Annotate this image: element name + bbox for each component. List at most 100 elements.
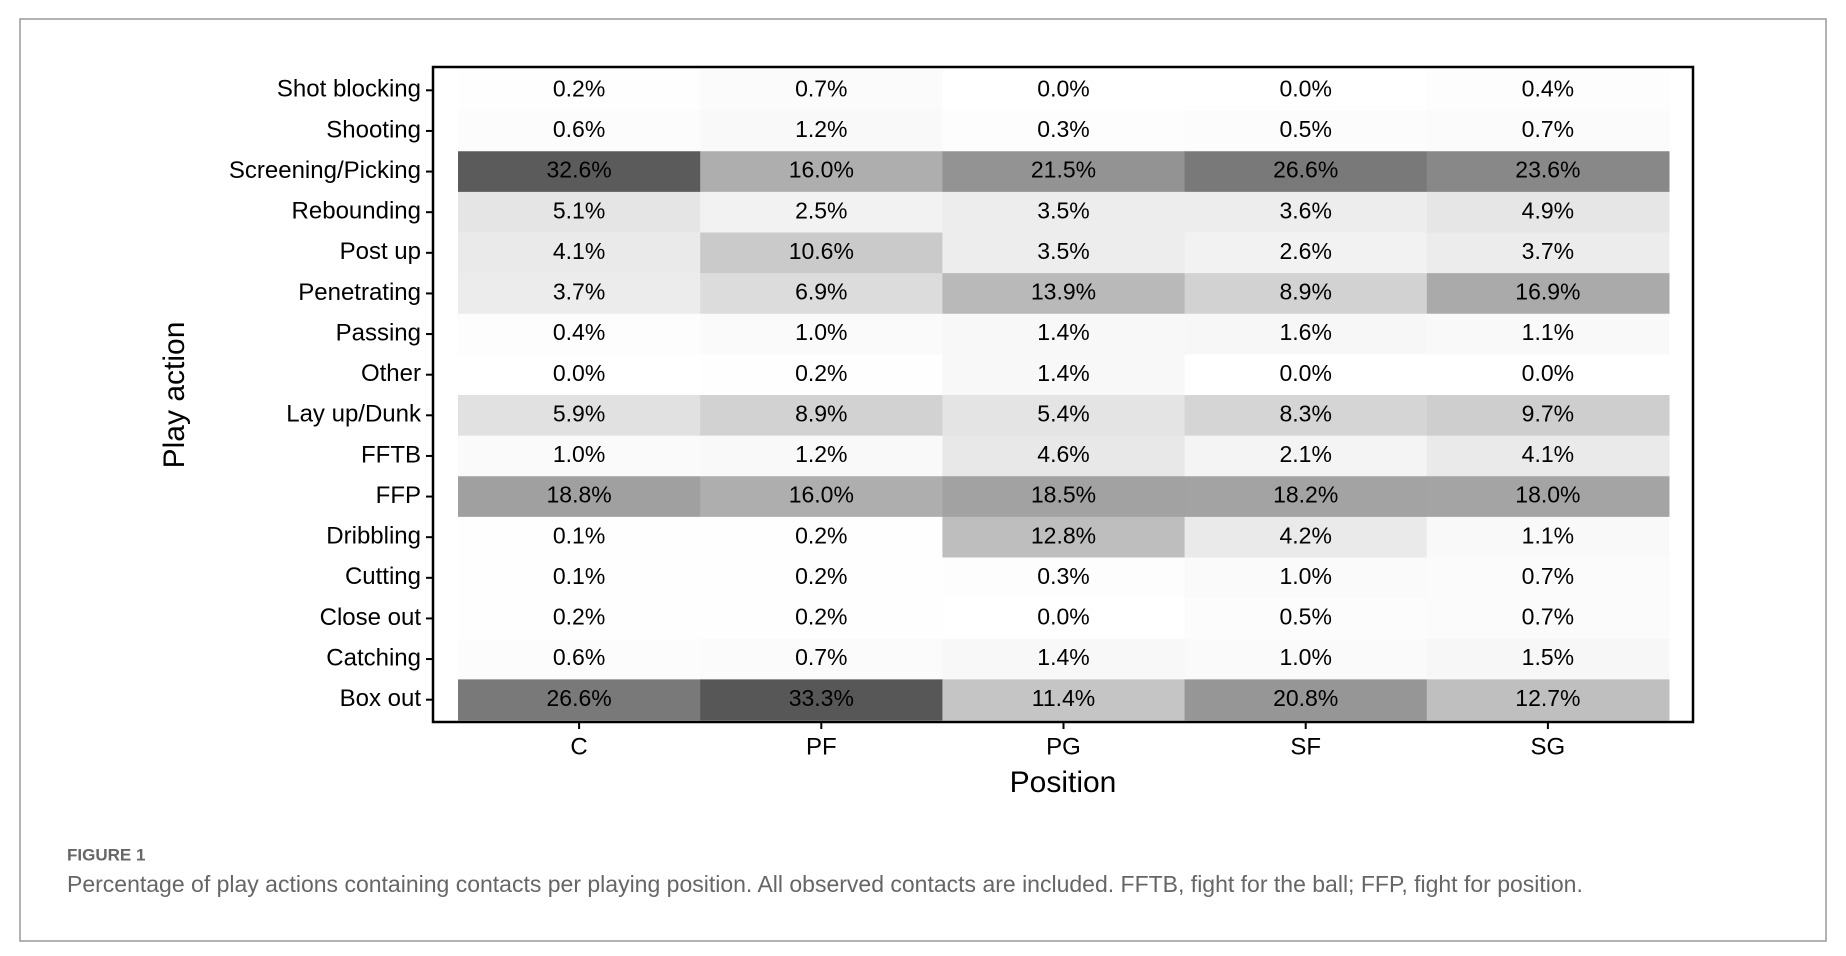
cell-label: 1.6% xyxy=(1279,319,1331,345)
heat-cell xyxy=(1426,273,1670,315)
heat-cell xyxy=(700,354,943,396)
heat-cell xyxy=(1184,598,1428,640)
x-tick-label: PG xyxy=(1046,733,1081,760)
cell-label: 0.2% xyxy=(795,360,847,386)
figure-label: FIGURE 1 xyxy=(67,845,145,864)
cell-label: 5.1% xyxy=(553,197,605,223)
heat-cell xyxy=(1426,557,1670,599)
cell-label: 4.9% xyxy=(1522,197,1574,223)
heat-cell xyxy=(1184,679,1428,721)
heat-cell xyxy=(1426,313,1670,355)
cell-label: 3.5% xyxy=(1037,197,1089,223)
heat-cell xyxy=(1426,516,1670,558)
heat-cell xyxy=(700,151,943,193)
cell-label: 1.0% xyxy=(1279,563,1331,589)
cell-label: 32.6% xyxy=(546,157,611,183)
heat-cell xyxy=(1426,110,1670,152)
heat-cell xyxy=(942,191,1186,233)
cell-label: 5.4% xyxy=(1037,400,1089,426)
cell-label: 0.7% xyxy=(1522,563,1574,589)
cell-label: 20.8% xyxy=(1273,685,1338,711)
y-tick-label: Post up xyxy=(340,238,421,265)
cell-label: 1.4% xyxy=(1037,360,1089,386)
cell-label: 18.8% xyxy=(546,482,611,508)
heat-cell xyxy=(942,557,1186,599)
heat-cell xyxy=(1184,151,1428,193)
cell-label: 2.5% xyxy=(795,197,847,223)
cell-label: 0.2% xyxy=(553,604,605,630)
y-tick-label: Other xyxy=(361,360,421,387)
cell-label: 4.2% xyxy=(1279,522,1331,548)
heat-cell xyxy=(942,476,1186,518)
cell-label: 0.0% xyxy=(1037,75,1089,101)
figure-frame xyxy=(19,18,1827,942)
heat-cell xyxy=(700,638,943,680)
heat-cell xyxy=(942,232,1186,274)
cell-label: 3.7% xyxy=(553,279,605,305)
y-tick-label: Box out xyxy=(340,685,422,712)
heat-cell xyxy=(942,598,1186,640)
heat-cell xyxy=(458,151,701,193)
cell-label: 0.2% xyxy=(553,75,605,101)
heat-cell xyxy=(700,476,943,518)
heat-cell xyxy=(700,516,943,558)
heat-cell xyxy=(1184,110,1428,152)
cell-label: 18.2% xyxy=(1273,482,1338,508)
heat-cell xyxy=(458,598,701,640)
plot: 0.2% 0.7% 0.0% 0.0% 0.4% 0.6% 1.2% 0.3% 0.5% 0.7%… xyxy=(229,65,1695,760)
cell-label: 1.1% xyxy=(1522,522,1574,548)
heat-cell xyxy=(700,313,943,355)
heat-cell xyxy=(700,679,943,721)
cell-label: 0.5% xyxy=(1279,116,1331,142)
heat-cell xyxy=(1426,598,1670,640)
heat-cell xyxy=(942,110,1186,152)
y-tick-label: Close out xyxy=(320,604,422,631)
heat-cell xyxy=(1426,476,1670,518)
cell-label: 0.0% xyxy=(1279,360,1331,386)
heat-cell xyxy=(1184,395,1428,437)
cell-label: 1.0% xyxy=(1279,644,1331,670)
cell-label: 6.9% xyxy=(795,279,847,305)
cell-label: 2.1% xyxy=(1279,441,1331,467)
heat-cell xyxy=(458,110,701,152)
heat-cell xyxy=(942,435,1186,477)
heat-cell xyxy=(1426,638,1670,680)
y-tick-label: Cutting xyxy=(345,563,421,590)
heat-cell xyxy=(458,273,701,315)
cell-label: 5.9% xyxy=(553,400,605,426)
heat-cell xyxy=(700,273,943,315)
heat-cell xyxy=(1426,151,1670,193)
heat-cell xyxy=(942,151,1186,193)
heat-cell xyxy=(1426,70,1670,112)
heat-cell xyxy=(458,395,701,437)
x-tick-label: PF xyxy=(806,733,837,760)
cell-label: 21.5% xyxy=(1031,157,1096,183)
cell-label: 1.5% xyxy=(1522,644,1574,670)
heat-cell xyxy=(942,273,1186,315)
cell-label: 12.7% xyxy=(1515,685,1580,711)
cell-label: 4.1% xyxy=(1522,441,1574,467)
heat-cell xyxy=(942,70,1186,112)
heat-cell xyxy=(1426,354,1670,396)
cell-label: 0.3% xyxy=(1037,116,1089,142)
heat-cell xyxy=(700,598,943,640)
heat-cell xyxy=(1426,191,1670,233)
caption: Percentage of play actions containing co… xyxy=(67,871,1583,897)
heat-cell xyxy=(1184,476,1428,518)
heat-cell xyxy=(700,110,943,152)
x-tick-label: SF xyxy=(1290,733,1321,760)
cell-label: 1.1% xyxy=(1522,319,1574,345)
heat-cell xyxy=(1426,395,1670,437)
cell-label: 0.0% xyxy=(1037,604,1089,630)
heat-cell xyxy=(458,679,701,721)
heat-cell xyxy=(1184,354,1428,396)
heat-cell xyxy=(700,191,943,233)
cell-label: 4.6% xyxy=(1037,441,1089,467)
heat-cell xyxy=(1184,638,1428,680)
heat-cell xyxy=(1426,679,1670,721)
heat-cell xyxy=(1426,435,1670,477)
cell-label: 0.1% xyxy=(553,563,605,589)
y-tick-label: Shot blocking xyxy=(277,76,421,103)
